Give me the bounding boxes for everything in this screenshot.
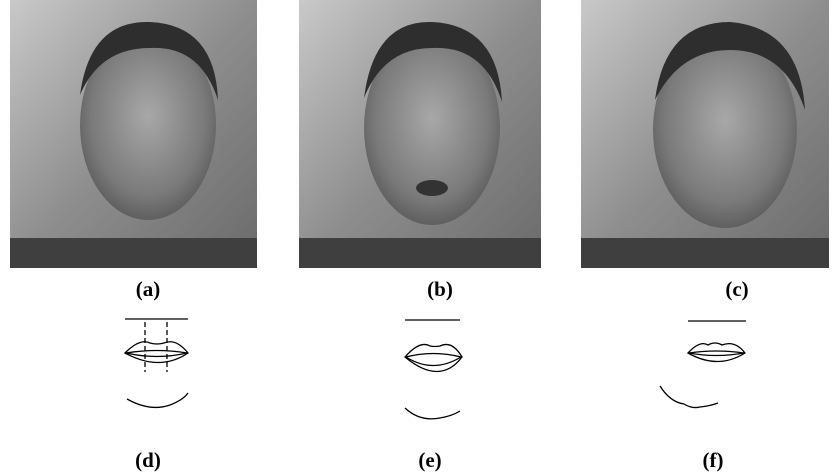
panel-label: (e) <box>418 448 441 472</box>
panel-label: (a) <box>136 277 161 301</box>
drawing-e <box>405 320 462 419</box>
panel-label: (b) <box>427 277 453 301</box>
drawing-d <box>125 319 188 407</box>
drawing-f <box>660 321 746 408</box>
figure: (a) (b) (c) (d) (e) (f) <box>0 0 838 473</box>
panel-label: (c) <box>725 277 748 301</box>
panel-label: (f) <box>703 448 724 472</box>
photo-c <box>581 0 829 268</box>
panel-label: (d) <box>135 448 161 472</box>
photo-b <box>299 0 541 268</box>
photo-a <box>10 0 257 268</box>
